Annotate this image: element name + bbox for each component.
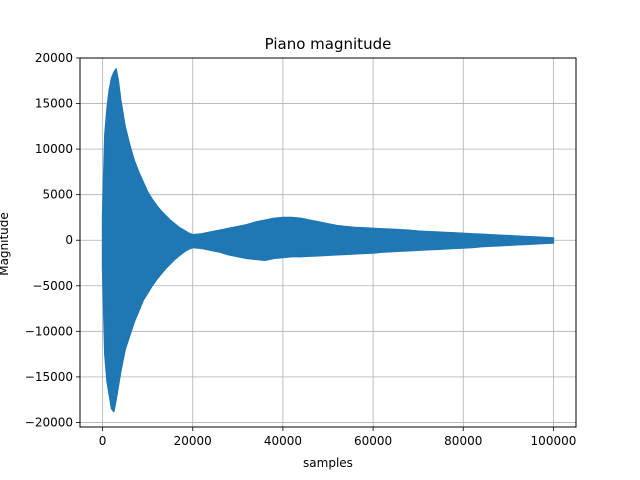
- axes-frame: [79, 57, 577, 428]
- x-tick-label: 80000: [444, 434, 482, 448]
- x-tick-label: 20000: [174, 434, 212, 448]
- y-tick-label: 15000: [35, 97, 73, 111]
- x-tick-label: 40000: [264, 434, 302, 448]
- x-tick-label: 100000: [531, 434, 577, 448]
- series-waveform-0: [101, 68, 555, 413]
- y-tick-label: 20000: [35, 51, 73, 65]
- plot-area: [101, 68, 555, 413]
- y-tick-label: 5000: [42, 188, 73, 202]
- x-tick-label: 0: [99, 434, 107, 448]
- x-axis-label: samples: [303, 456, 353, 470]
- x-axis-ticks: 0 20000 40000 60000 80000 100000: [99, 427, 577, 448]
- y-tick-label: −10000: [25, 324, 73, 338]
- y-tick-label: 0: [65, 233, 73, 247]
- y-axis-ticks: −20000 −15000 −10000 −5000 0 5000 10000 15000 20…: [25, 51, 80, 429]
- x-tick-label: 60000: [354, 434, 392, 448]
- y-tick-label: −5000: [32, 279, 73, 293]
- y-tick-label: 10000: [35, 142, 73, 156]
- y-tick-label: −20000: [25, 415, 73, 429]
- chart-title: Piano magnitude: [265, 35, 392, 53]
- y-axis-label: Magnitude: [0, 212, 11, 276]
- y-tick-label: −15000: [25, 370, 73, 384]
